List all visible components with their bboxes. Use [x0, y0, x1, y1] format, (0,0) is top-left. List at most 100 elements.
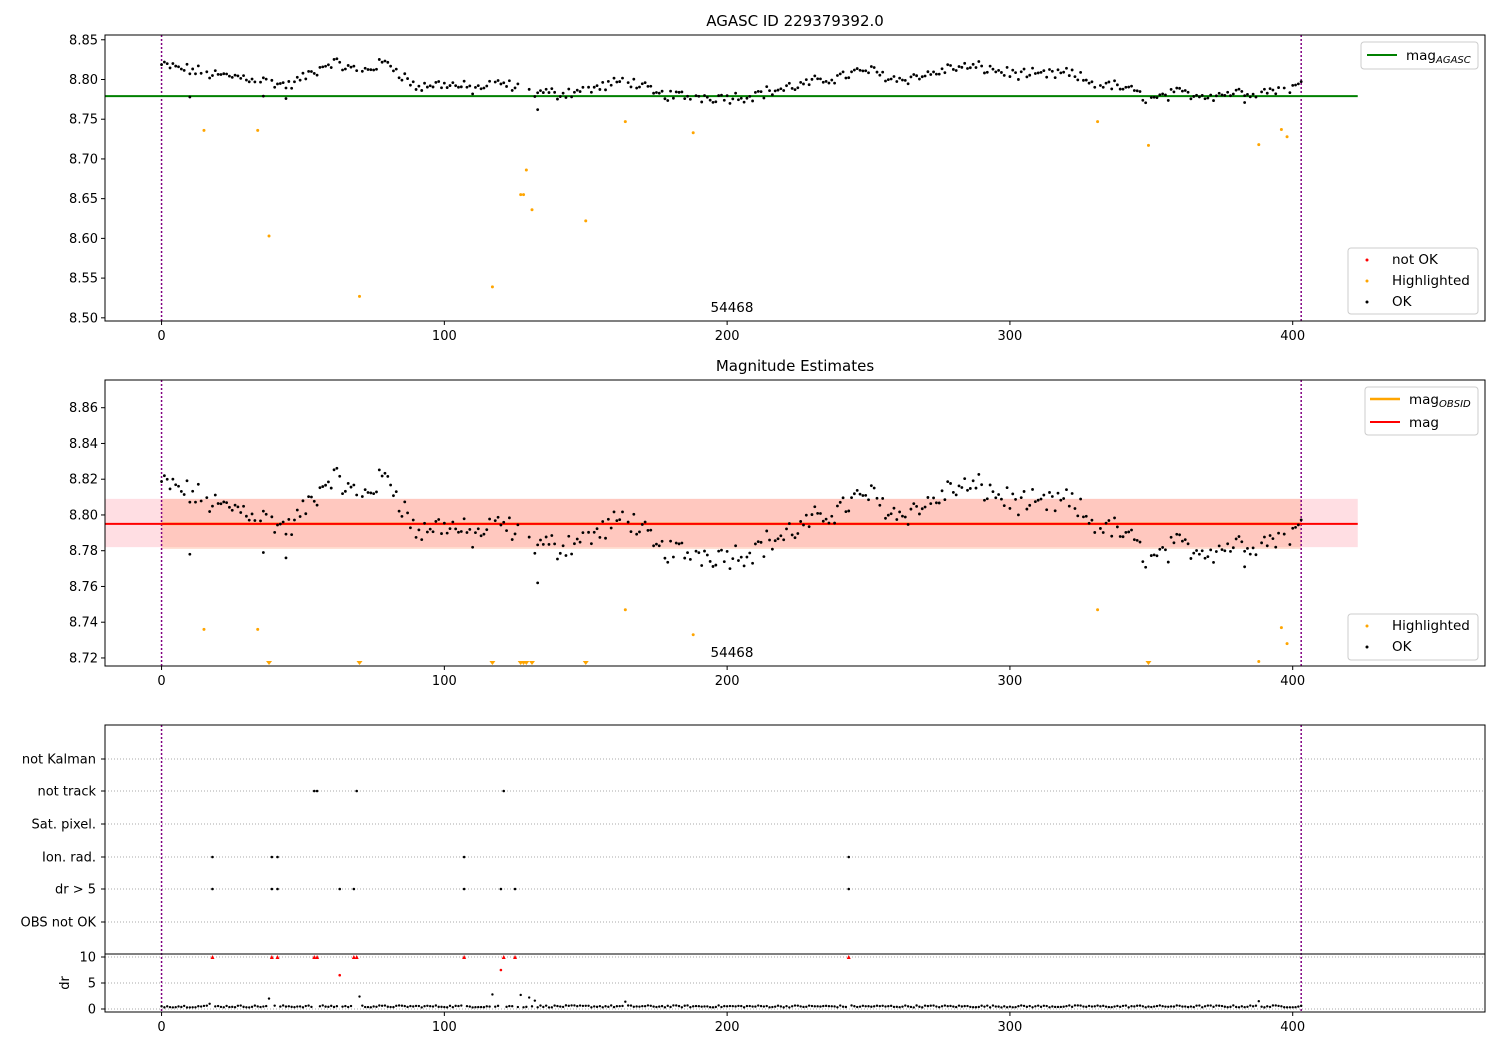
dr-point [530, 1005, 534, 1008]
dr-point [363, 1005, 367, 1009]
dr-point [163, 1006, 166, 1009]
ok-point [1169, 87, 1173, 91]
ok-point [573, 542, 576, 546]
ok-point [284, 86, 288, 90]
dr-point [508, 1004, 511, 1008]
dr-point [494, 1005, 497, 1008]
ok-point [287, 517, 291, 521]
dr-point [1099, 1005, 1102, 1008]
ok-point [389, 483, 393, 487]
top-xtick-label: 400 [1280, 329, 1305, 344]
ok-point [318, 486, 322, 490]
ok-point [230, 76, 234, 79]
dr-point [1192, 1005, 1195, 1009]
ok-point [705, 553, 709, 557]
ok-point [372, 68, 376, 72]
dr-point [547, 1006, 551, 1009]
ok-point [329, 486, 333, 490]
ok-point [1265, 544, 1269, 548]
flags-panel: not Kalman not track Sat. pixel. Ion. rad. d… [21, 724, 1486, 1035]
dr-point [689, 1006, 692, 1009]
ok-point [994, 496, 998, 500]
ok-point [1042, 69, 1046, 73]
dr-point [790, 1005, 794, 1008]
ok-point [949, 482, 952, 485]
ok-point [652, 544, 656, 548]
ok-point [293, 80, 296, 84]
dr-point [607, 1005, 610, 1009]
dr-point [330, 1004, 333, 1008]
ok-point [247, 80, 251, 84]
dr-point [875, 1004, 879, 1007]
ok-point [536, 543, 540, 547]
ok-point [386, 60, 390, 64]
ok-point [638, 85, 641, 89]
ok-point [875, 70, 879, 74]
ok-point [592, 530, 596, 534]
dr-point [988, 1006, 992, 1009]
ok-point [182, 493, 186, 496]
dr-point [406, 1005, 409, 1009]
dr-point [731, 1004, 734, 1008]
mid-ytick-label: 8.76 [69, 580, 98, 595]
ok-point [479, 87, 483, 91]
dr-point [1005, 1006, 1009, 1009]
ok-point [635, 86, 639, 90]
ok-point [898, 76, 902, 80]
top-panel: AGASC ID 229379392.0 8.50 8.55 8.60 8.65 8.7… [69, 12, 1486, 344]
ok-point [844, 510, 848, 514]
dr-point [793, 1004, 797, 1007]
ok-point [1132, 89, 1136, 92]
ok-point [903, 79, 907, 82]
dr-point [994, 1005, 997, 1008]
ok-point [1223, 93, 1227, 97]
ok-point [957, 65, 961, 68]
dr-point [595, 1005, 599, 1009]
ok-point [352, 64, 356, 68]
ok-point [881, 497, 885, 500]
ok-point [739, 555, 743, 559]
dr-offscale-marker [312, 955, 317, 959]
dr-point [1220, 1004, 1224, 1008]
dr-point [1124, 1004, 1128, 1007]
ok-point [377, 468, 381, 472]
ok-point [406, 511, 409, 515]
ok-point [912, 502, 916, 506]
ok-point [168, 66, 172, 70]
ok-point [655, 91, 658, 94]
flags-axes-frame [104, 724, 1486, 1013]
ok-point [476, 527, 480, 531]
ok-point [966, 488, 969, 492]
dr-point [443, 1005, 446, 1009]
dr-point [646, 1004, 650, 1007]
ok-point [708, 560, 712, 563]
dr-point [460, 1004, 463, 1007]
ok-point [830, 78, 834, 82]
dr-point [604, 1005, 607, 1008]
highlighted-point [584, 219, 588, 223]
dr-point [166, 1005, 169, 1008]
ok-point [1011, 492, 1015, 496]
ok-point [1017, 513, 1020, 517]
ok-point [1200, 549, 1204, 553]
ok-point [434, 520, 438, 523]
ok-point [850, 70, 853, 74]
dr-point [1291, 1006, 1294, 1009]
ok-point [423, 521, 426, 525]
ok-point [609, 526, 613, 530]
ok-point [208, 76, 212, 80]
ok-point [589, 90, 593, 94]
dr-offscale-marker [354, 955, 359, 959]
dr-point [779, 1005, 783, 1008]
ok-point [951, 490, 955, 494]
ok-point [737, 559, 740, 562]
ok-point [683, 556, 687, 560]
ok-point [688, 97, 692, 101]
middle-plot-area [105, 380, 1358, 666]
dr-point [205, 1004, 209, 1007]
dr-point [889, 1004, 893, 1008]
ok-point [1294, 525, 1297, 529]
highlighted-point [691, 131, 695, 135]
dr-point [658, 1005, 661, 1008]
top-ytick-label: 8.80 [69, 73, 98, 88]
